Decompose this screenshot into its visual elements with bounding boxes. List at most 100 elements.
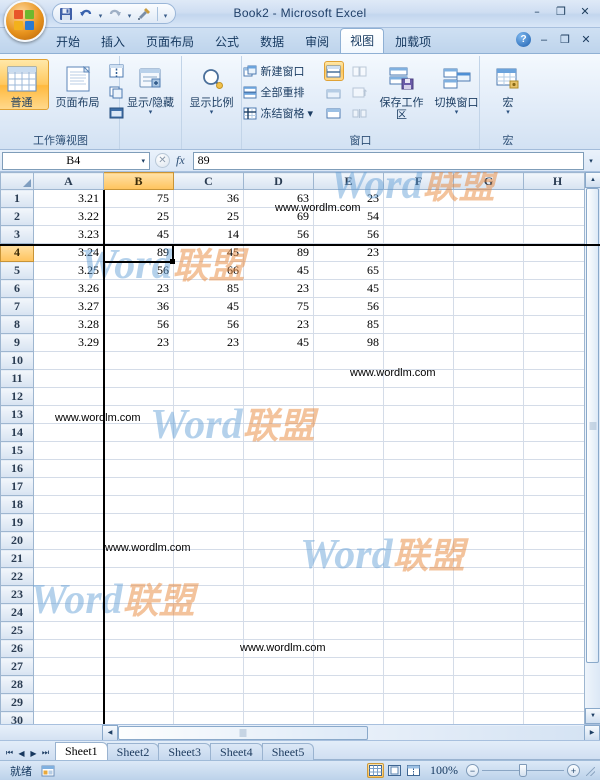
cell-C1[interactable]: 36 [173,189,244,208]
cell-C17[interactable] [173,477,244,496]
cell-G10[interactable] [453,351,524,370]
close-button-app[interactable]: ✕ [581,34,591,46]
row-header-8[interactable]: 8 [0,315,34,334]
row-header-24[interactable]: 24 [0,603,34,622]
cell-D8[interactable]: 23 [243,315,314,334]
cell-A28[interactable] [33,675,104,694]
cell-B23[interactable] [103,585,174,604]
cell-C11[interactable] [173,369,244,388]
cell-C4[interactable]: 45 [173,243,244,262]
cell-D21[interactable] [243,549,314,568]
cell-H14[interactable] [523,423,592,442]
cell-H9[interactable] [523,333,592,352]
cell-D22[interactable] [243,567,314,586]
row-header-9[interactable]: 9 [0,333,34,352]
cell-C23[interactable] [173,585,244,604]
page-layout-view-button[interactable]: 页面布局 [51,59,105,110]
scroll-left-arrow-icon[interactable]: ◀ [102,724,118,741]
cell-G19[interactable] [453,513,524,532]
cell-C29[interactable] [173,693,244,712]
cell-E21[interactable] [313,549,384,568]
cell-E20[interactable] [313,531,384,550]
cell-H6[interactable] [523,279,592,298]
cell-F25[interactable] [383,621,454,640]
scroll-right-arrow-icon[interactable]: ▶ [584,724,600,741]
row-header-27[interactable]: 27 [0,657,34,676]
fullscreen-icon[interactable] [107,103,127,123]
cell-B14[interactable] [103,423,174,442]
cell-G18[interactable] [453,495,524,514]
cell-H18[interactable] [523,495,592,514]
minimize-button-top[interactable]: – [534,4,540,18]
cell-D9[interactable]: 45 [243,333,314,352]
cell-F7[interactable] [383,297,454,316]
cell-H11[interactable] [523,369,592,388]
cell-C16[interactable] [173,459,244,478]
cell-A18[interactable] [33,495,104,514]
cell-E3[interactable]: 56 [313,225,384,244]
cell-D1[interactable]: 63 [243,189,314,208]
cell-C28[interactable] [173,675,244,694]
row-header-12[interactable]: 12 [0,387,34,406]
sheet-tab-sheet3[interactable]: Sheet3 [158,743,212,760]
cell-E17[interactable] [313,477,384,496]
cell-C7[interactable]: 45 [173,297,244,316]
restore-button-app[interactable]: ❐ [560,34,570,46]
cell-E24[interactable] [313,603,384,622]
cell-F10[interactable] [383,351,454,370]
cell-C19[interactable] [173,513,244,532]
cell-E10[interactable] [313,351,384,370]
zoom-slider-handle[interactable] [519,764,527,777]
qat-dropdown-arrow-icon[interactable]: ▾ [163,13,168,20]
cell-E11[interactable] [313,369,384,388]
row-header-3[interactable]: 3 [0,225,34,244]
cell-D3[interactable]: 56 [243,225,314,244]
tab-data[interactable]: 数据 [260,35,285,49]
help-icon[interactable]: ? [516,32,531,47]
show-hide-button[interactable]: 显示/隐藏 ▾ [123,59,179,117]
cell-B26[interactable] [103,639,174,658]
cell-E27[interactable] [313,657,384,676]
cell-D15[interactable] [243,441,314,460]
cell-H27[interactable] [523,657,592,676]
column-header-B[interactable]: B [103,172,174,190]
cell-E13[interactable] [313,405,384,424]
cell-C3[interactable]: 14 [173,225,244,244]
cell-G9[interactable] [453,333,524,352]
tab-addins[interactable]: 加载项 [395,35,432,49]
office-button[interactable] [4,0,46,42]
cell-C22[interactable] [173,567,244,586]
cell-B12[interactable] [103,387,174,406]
cell-B17[interactable] [103,477,174,496]
cell-H30[interactable] [523,711,592,724]
cell-A2[interactable]: 3.22 [33,207,104,226]
cell-G27[interactable] [453,657,524,676]
cell-G2[interactable] [453,207,524,226]
cell-E12[interactable] [313,387,384,406]
cell-B27[interactable] [103,657,174,676]
cell-B7[interactable]: 36 [103,297,174,316]
cell-G26[interactable] [453,639,524,658]
page-break-view-icon[interactable] [405,763,422,778]
row-header-29[interactable]: 29 [0,693,34,712]
switch-windows-button[interactable]: 切换窗口 ▾ [430,59,484,117]
cell-F3[interactable] [383,225,454,244]
cell-C30[interactable] [173,711,244,724]
show-hide-dropdown-arrow-icon[interactable]: ▾ [148,109,153,116]
cell-C21[interactable] [173,549,244,568]
row-header-15[interactable]: 15 [0,441,34,460]
row-header-16[interactable]: 16 [0,459,34,478]
cell-H25[interactable] [523,621,592,640]
tab-review[interactable]: 审阅 [305,35,330,49]
cell-B22[interactable] [103,567,174,586]
cell-F28[interactable] [383,675,454,694]
cell-G21[interactable] [453,549,524,568]
split-icon[interactable] [323,61,344,81]
cell-H13[interactable] [523,405,592,424]
cell-G12[interactable] [453,387,524,406]
redo-icon[interactable] [106,5,124,22]
cell-D5[interactable]: 45 [243,261,314,280]
normal-view-button[interactable]: 普通 [0,59,49,110]
hide-window-icon[interactable] [324,82,344,102]
row-header-4[interactable]: 4 [0,243,34,262]
